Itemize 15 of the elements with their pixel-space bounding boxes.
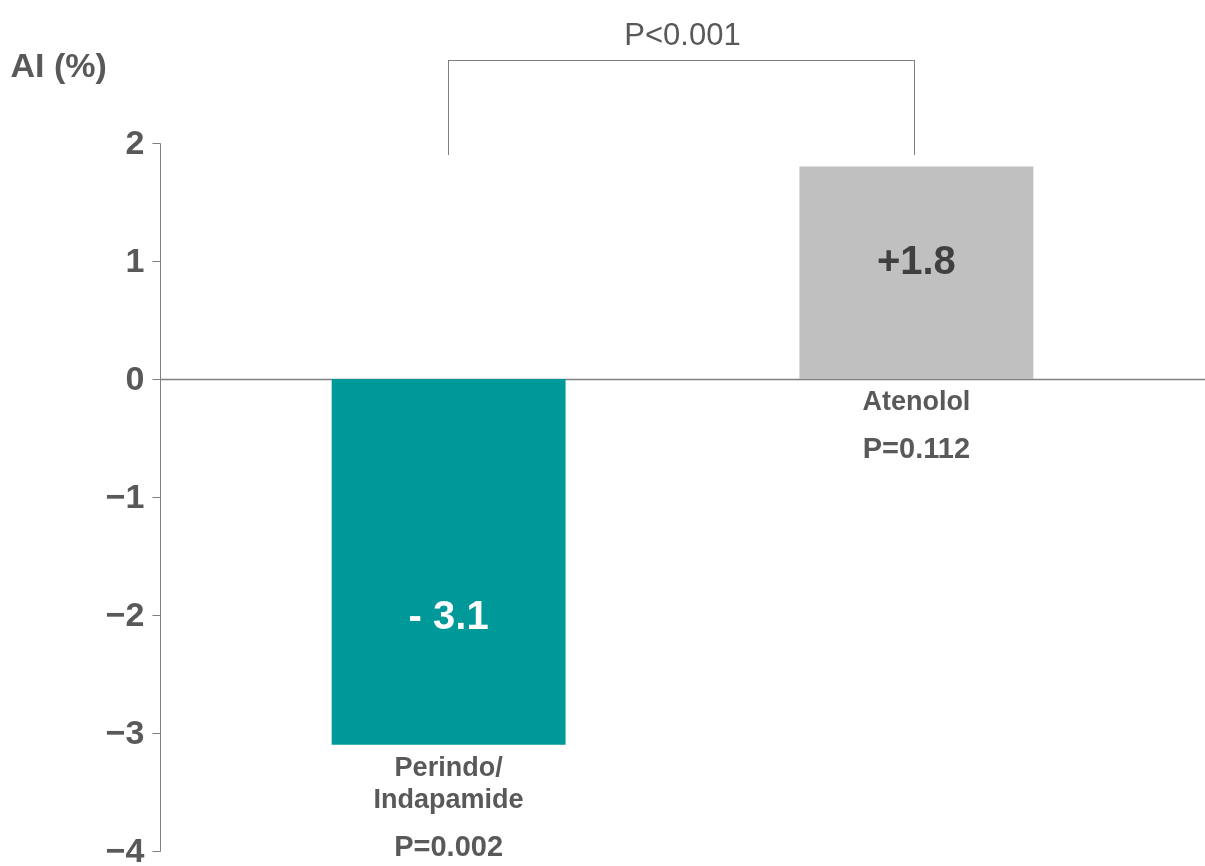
y-tick-label: −2: [105, 594, 145, 633]
annotation: P=0.002: [394, 829, 504, 862]
y-tick-label: 1: [125, 240, 145, 279]
text: P<0.001: [624, 17, 741, 52]
x-tick-label: Perindo/ Indapamide: [373, 751, 524, 814]
data-label: +1.8: [876, 238, 956, 283]
y-tick-label: −4: [105, 830, 145, 866]
data-label: - 3.1: [408, 592, 489, 637]
y-tick-label: −1: [105, 476, 145, 515]
y-tick-label: 0: [125, 358, 145, 397]
annotation: P=0.112: [862, 432, 971, 464]
y-axis-title: AI (%): [10, 45, 107, 84]
x-tick-label: Atenolol: [862, 386, 971, 416]
y-tick-label: 2: [125, 122, 145, 161]
y-tick-label: −3: [105, 712, 145, 751]
